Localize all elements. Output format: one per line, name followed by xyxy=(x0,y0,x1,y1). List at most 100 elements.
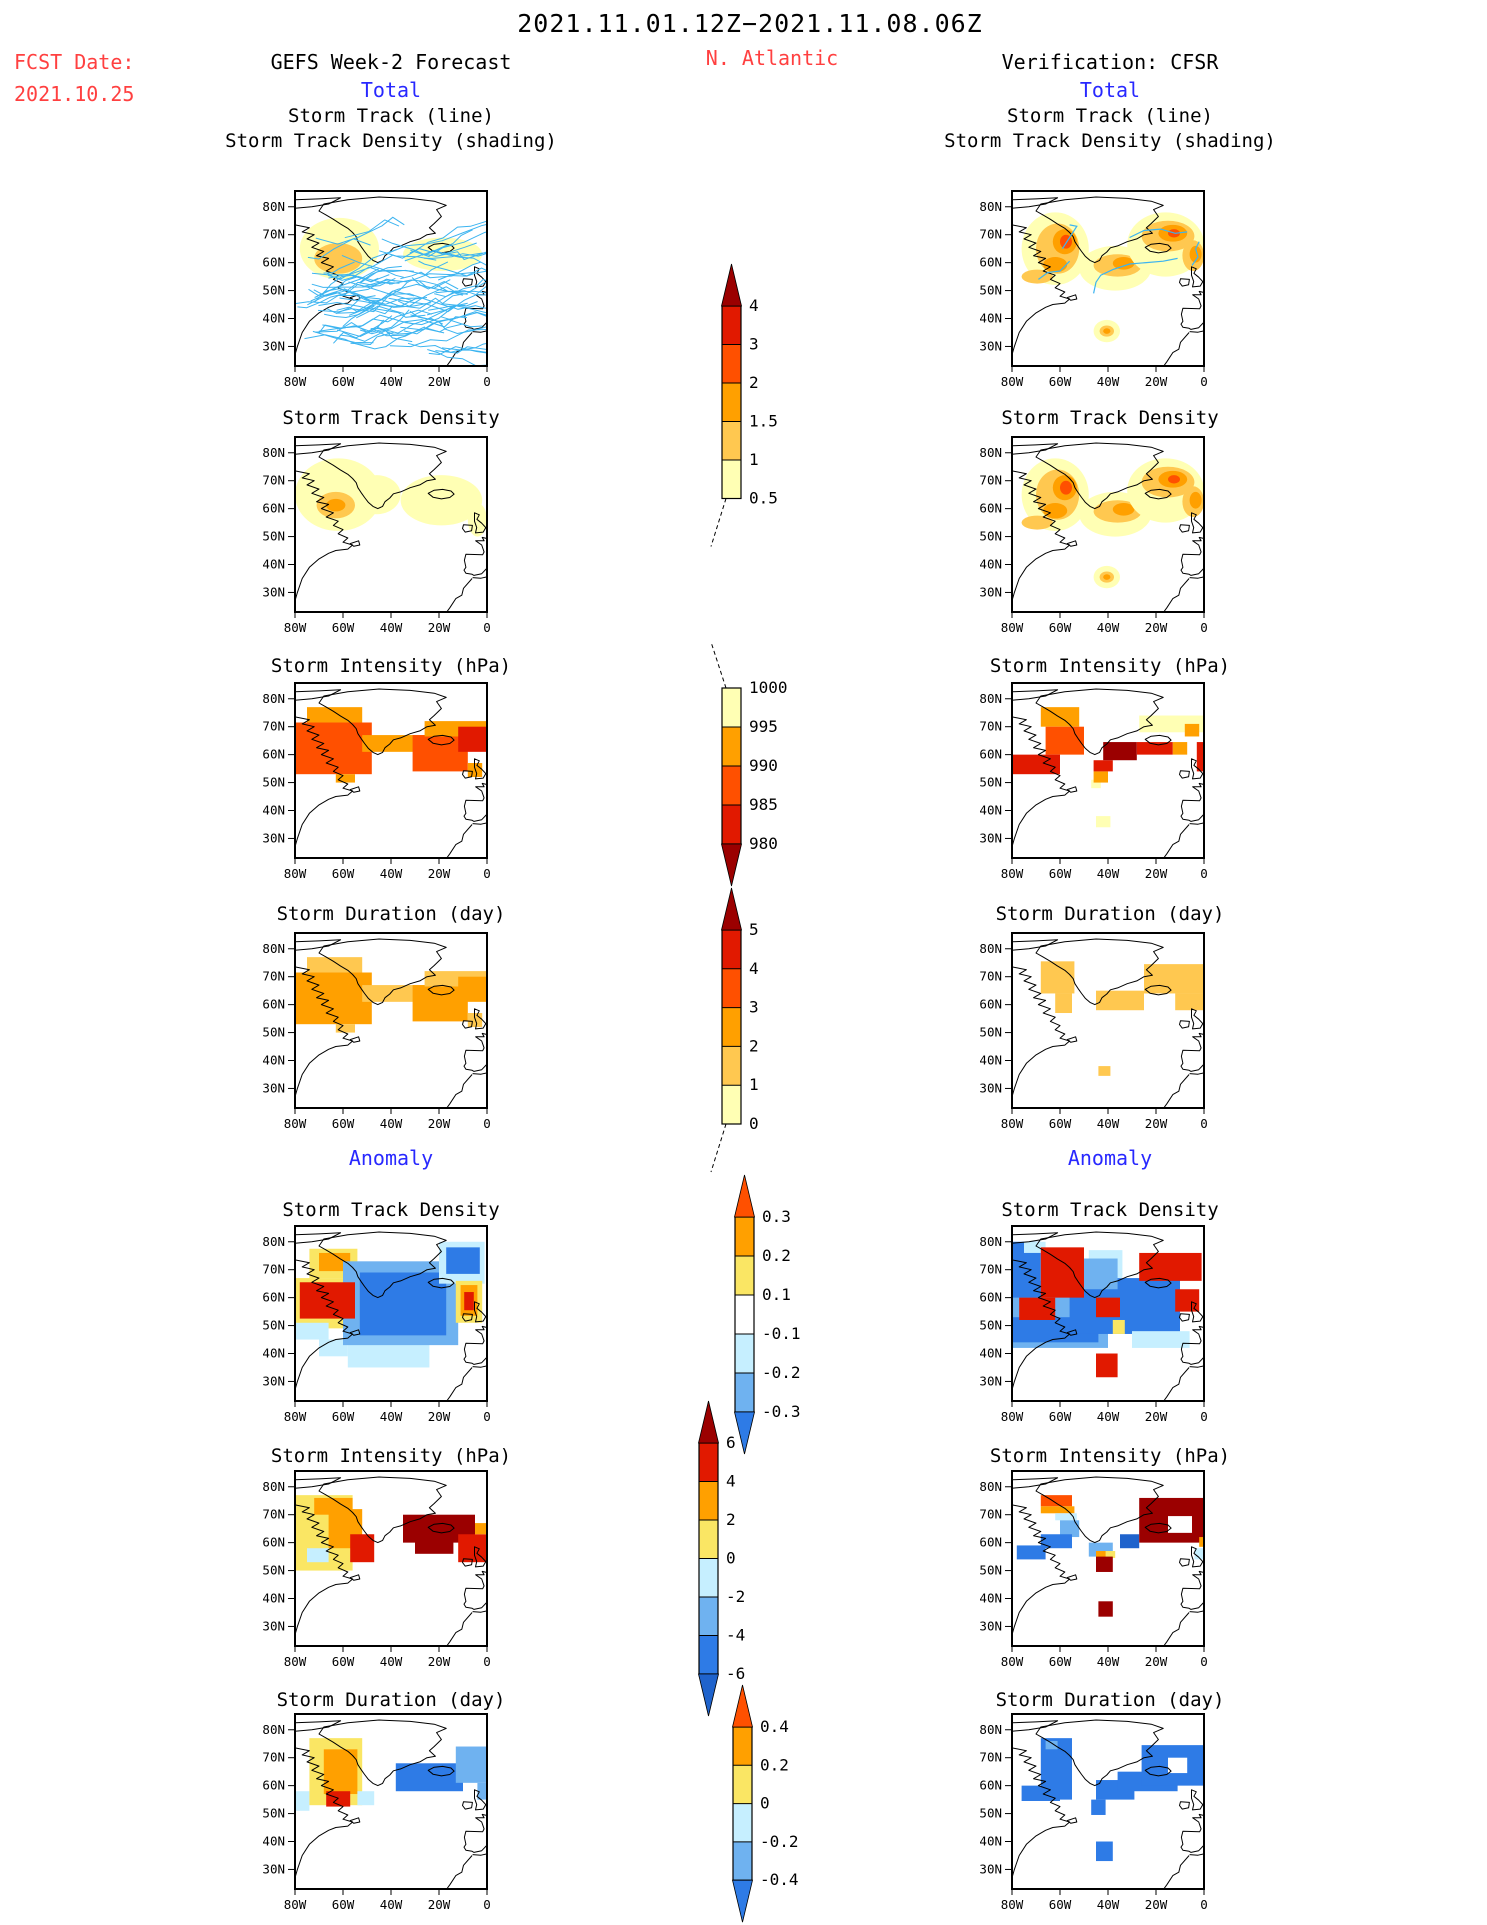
map-axes: 80N 70N 60N 50N 40N 30N 80W 60W 40W 20W 0 xyxy=(262,1479,490,1669)
svg-text:0: 0 xyxy=(1200,620,1208,635)
svg-text:70N: 70N xyxy=(262,227,285,242)
svg-text:50N: 50N xyxy=(262,1563,285,1578)
svg-text:60N: 60N xyxy=(979,997,1002,1012)
svg-text:40N: 40N xyxy=(979,803,1002,818)
right-column-header: Verification: CFSR xyxy=(1001,50,1219,74)
svg-text:70N: 70N xyxy=(262,1507,285,1522)
colorbar-cb3: 5 4 3 2 1 0 xyxy=(710,887,759,1173)
panel-title-line: Storm Intensity (hPa) xyxy=(270,1445,512,1467)
map-axes: 80N 70N 60N 50N 40N 30N 80W 60W 40W 20W 0 xyxy=(262,1234,490,1424)
colorbar-cb5: 6 4 2 0 -2 -4 -6 xyxy=(697,1400,745,1717)
colorbar-tick-label: 0 xyxy=(726,1549,736,1568)
shading-layer xyxy=(295,1738,487,1811)
panel-title-cfsr-intensity-total: Storm Intensity (hPa) xyxy=(850,654,1370,679)
svg-text:0: 0 xyxy=(1200,374,1208,389)
map-cfsr-density-anom: 80N 70N 60N 50N 40N 30N 80W 60W 40W 20W 0 xyxy=(979,1225,1208,1424)
panel-title-gefs-duration-total: Storm Duration (day) xyxy=(131,902,651,927)
colorbar-tick-label: 3 xyxy=(749,998,759,1017)
shading-layer xyxy=(295,458,487,537)
svg-text:80W: 80W xyxy=(284,374,307,389)
svg-text:40W: 40W xyxy=(1097,1409,1120,1424)
svg-text:0: 0 xyxy=(483,1897,491,1912)
svg-text:40N: 40N xyxy=(979,557,1002,572)
svg-text:30N: 30N xyxy=(979,830,1002,845)
svg-text:70N: 70N xyxy=(262,1750,285,1765)
svg-text:40W: 40W xyxy=(380,866,403,881)
colorbar-cb6: 0.4 0.2 0 -0.2 -0.4 xyxy=(731,1684,799,1923)
svg-text:70N: 70N xyxy=(979,969,1002,984)
storm-tracks-layer xyxy=(295,216,487,366)
svg-text:40N: 40N xyxy=(262,1591,285,1606)
colorbar-tick-label: 4 xyxy=(749,959,759,978)
svg-text:20W: 20W xyxy=(428,1897,451,1912)
coastline-layer xyxy=(1012,1476,1204,1646)
svg-text:70N: 70N xyxy=(262,473,285,488)
svg-text:30N: 30N xyxy=(262,1080,285,1095)
svg-text:40N: 40N xyxy=(262,1346,285,1361)
svg-text:80W: 80W xyxy=(1001,1409,1024,1424)
svg-text:0: 0 xyxy=(483,1116,491,1131)
map-cfsr-intensity-anom: 80N 70N 60N 50N 40N 30N 80W 60W 40W 20W 0 xyxy=(979,1470,1208,1669)
shading-layer xyxy=(1021,458,1204,589)
svg-text:50N: 50N xyxy=(979,1318,1002,1333)
right-total-label: Total xyxy=(1079,78,1141,102)
svg-text:80N: 80N xyxy=(979,941,1002,956)
map-cfsr-intensity-total: 80N 70N 60N 50N 40N 30N 80W 60W 40W 20W 0 xyxy=(979,682,1208,881)
map-gefs-density-anom: 80N 70N 60N 50N 40N 30N 80W 60W 40W 20W 0 xyxy=(262,1225,491,1424)
svg-text:40N: 40N xyxy=(262,311,285,326)
svg-text:80N: 80N xyxy=(979,1722,1002,1737)
svg-text:0: 0 xyxy=(483,1409,491,1424)
colorbar-tick-label: 0 xyxy=(760,1794,770,1813)
panel-title-line: Storm Duration (day) xyxy=(276,1689,506,1711)
panel-title-line: Storm Track (line) xyxy=(1007,105,1213,127)
svg-text:30N: 30N xyxy=(262,584,285,599)
coastline-layer xyxy=(1012,1719,1204,1889)
svg-text:50N: 50N xyxy=(979,1806,1002,1821)
storm-tracks-layer xyxy=(1038,224,1200,294)
shading-layer xyxy=(1012,1241,1202,1378)
colorbar-tick-label: 4 xyxy=(749,296,759,315)
panel-title-line: Storm Duration (day) xyxy=(276,903,506,925)
panel-title-line: Storm Track Density xyxy=(1001,1199,1219,1221)
colorbar-tick-label: 990 xyxy=(749,756,778,775)
svg-text:40W: 40W xyxy=(1097,1897,1120,1912)
svg-text:60N: 60N xyxy=(262,997,285,1012)
svg-text:20W: 20W xyxy=(1145,1116,1168,1131)
svg-text:60W: 60W xyxy=(1049,1654,1072,1669)
svg-text:80N: 80N xyxy=(262,941,285,956)
map-cfsr-duration-anom: 80N 70N 60N 50N 40N 30N 80W 60W 40W 20W 0 xyxy=(979,1713,1208,1912)
panel-title-cfsr-duration-anom: Storm Duration (day) xyxy=(850,1688,1370,1713)
svg-text:80N: 80N xyxy=(979,445,1002,460)
left-anomaly-label: Anomaly xyxy=(348,1146,434,1170)
svg-text:40W: 40W xyxy=(1097,1116,1120,1131)
panel-title-cfsr-density-total: Storm Track Density xyxy=(850,406,1370,431)
svg-text:50N: 50N xyxy=(262,529,285,544)
coastline-layer xyxy=(295,688,487,858)
svg-text:40W: 40W xyxy=(1097,1654,1120,1669)
map-axes: 80N 70N 60N 50N 40N 30N 80W 60W 40W 20W 0 xyxy=(262,1722,490,1912)
svg-text:40W: 40W xyxy=(380,620,403,635)
map-axes: 80N 70N 60N 50N 40N 30N 80W 60W 40W 20W 0 xyxy=(979,941,1207,1131)
colorbar-tick-label: -0.4 xyxy=(760,1870,799,1889)
svg-text:30N: 30N xyxy=(262,1373,285,1388)
svg-text:70N: 70N xyxy=(979,227,1002,242)
svg-text:30N: 30N xyxy=(262,1861,285,1876)
panel-title-line: Storm Duration (day) xyxy=(995,903,1225,925)
svg-text:30N: 30N xyxy=(262,338,285,353)
svg-text:70N: 70N xyxy=(979,473,1002,488)
colorbar-tick-label: 0.3 xyxy=(762,1207,791,1226)
map-cfsr-duration-total: 80N 70N 60N 50N 40N 30N 80W 60W 40W 20W 0 xyxy=(979,932,1208,1131)
colorbar-tick-label: 1 xyxy=(749,1075,759,1094)
colorbar-tick-label: 3 xyxy=(749,335,759,354)
svg-text:50N: 50N xyxy=(262,1806,285,1821)
shading-layer xyxy=(1021,1738,1204,1862)
colorbar-tick-label: -0.1 xyxy=(762,1324,801,1343)
svg-text:70N: 70N xyxy=(979,1507,1002,1522)
svg-text:80N: 80N xyxy=(979,199,1002,214)
shading-layer xyxy=(295,707,487,783)
svg-text:40W: 40W xyxy=(380,1116,403,1131)
panel-title-line: Storm Intensity (hPa) xyxy=(270,655,512,677)
colorbar-tick-label: 2 xyxy=(749,1036,759,1055)
panel-title-line: Storm Duration (day) xyxy=(995,1689,1225,1711)
